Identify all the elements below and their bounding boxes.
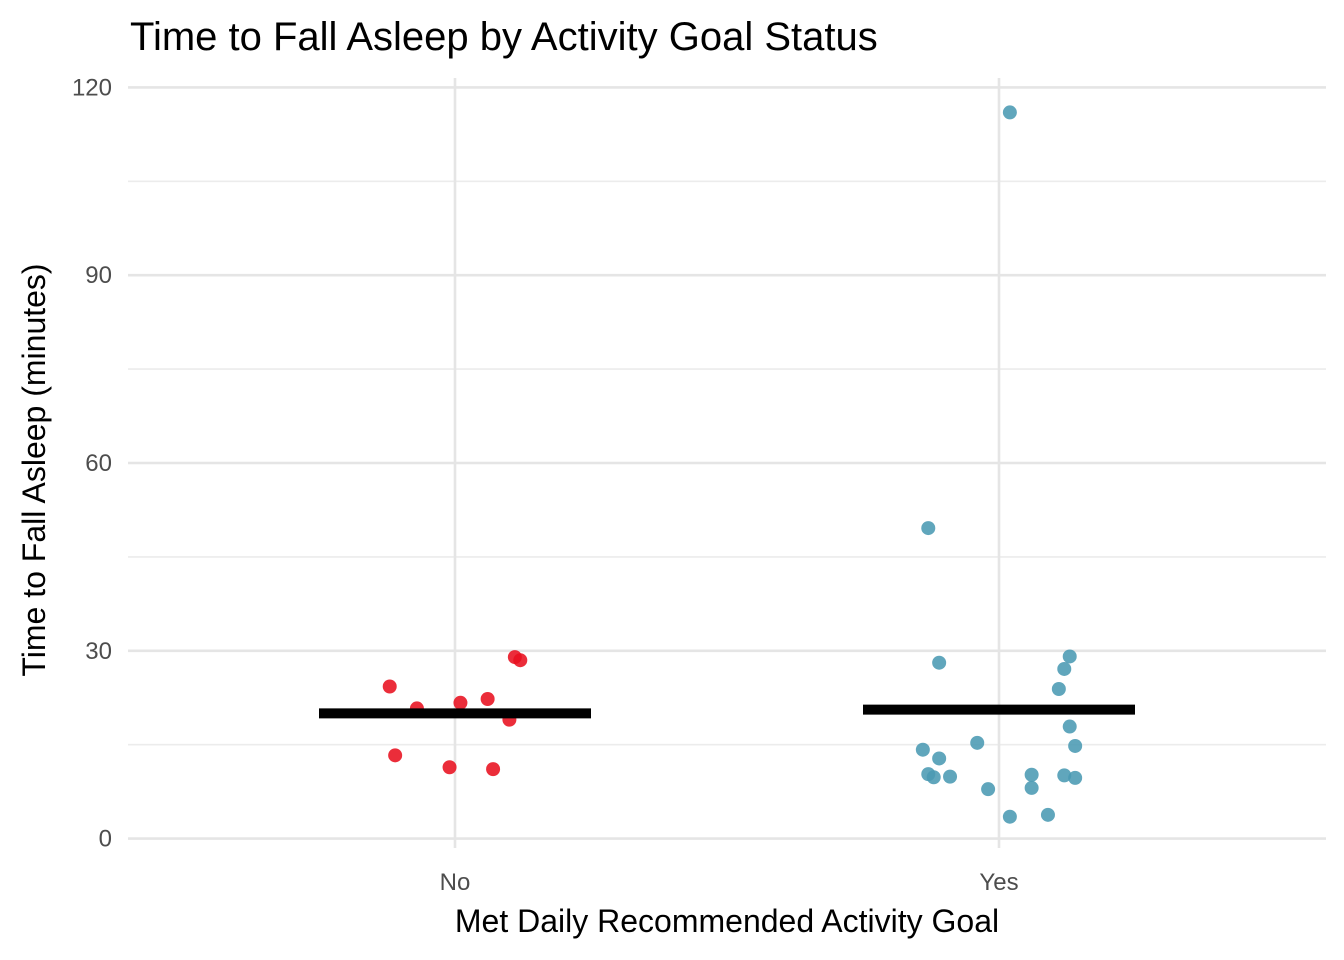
chart-title: Time to Fall Asleep by Activity Goal Sta… <box>130 15 878 59</box>
data-point <box>932 751 947 766</box>
data-point <box>921 521 936 536</box>
data-point <box>926 770 941 785</box>
data-point <box>932 655 947 670</box>
data-point <box>1057 661 1072 676</box>
data-point <box>1051 681 1066 696</box>
data-point <box>1040 807 1055 822</box>
y-axis-title: Time to Fall Asleep (minutes) <box>16 263 52 676</box>
x-tick-label: No <box>440 869 471 896</box>
y-tick-label: 30 <box>85 638 112 665</box>
grid <box>128 78 1326 848</box>
data-point <box>486 762 501 777</box>
data-point <box>970 735 985 750</box>
data-point <box>1068 770 1083 785</box>
data-point <box>1002 105 1017 120</box>
data-point <box>1024 767 1039 782</box>
x-axis-title: Met Daily Recommended Activity Goal <box>455 903 999 939</box>
data-point <box>1068 738 1083 753</box>
data-point <box>1062 719 1077 734</box>
y-tick-label: 90 <box>85 262 112 289</box>
x-axis-ticks: No Yes <box>440 869 1019 896</box>
data-point <box>442 760 457 775</box>
data-point <box>480 692 495 707</box>
data-point <box>513 653 528 668</box>
y-axis-ticks: 0 30 60 90 120 <box>72 74 112 852</box>
data-point <box>382 679 397 694</box>
data-point <box>915 742 930 757</box>
data-point <box>943 769 958 784</box>
data-point <box>1057 768 1072 783</box>
data-point <box>1062 649 1077 664</box>
data-point <box>453 695 468 710</box>
data-point <box>981 782 996 797</box>
data-point <box>1024 780 1039 795</box>
y-tick-label: 60 <box>85 450 112 477</box>
y-tick-label: 0 <box>99 826 112 853</box>
y-tick-label: 120 <box>72 74 112 101</box>
x-tick-label: Yes <box>979 869 1018 896</box>
data-point <box>1002 809 1017 824</box>
mean-bars <box>319 704 1135 719</box>
data-point <box>388 748 403 763</box>
